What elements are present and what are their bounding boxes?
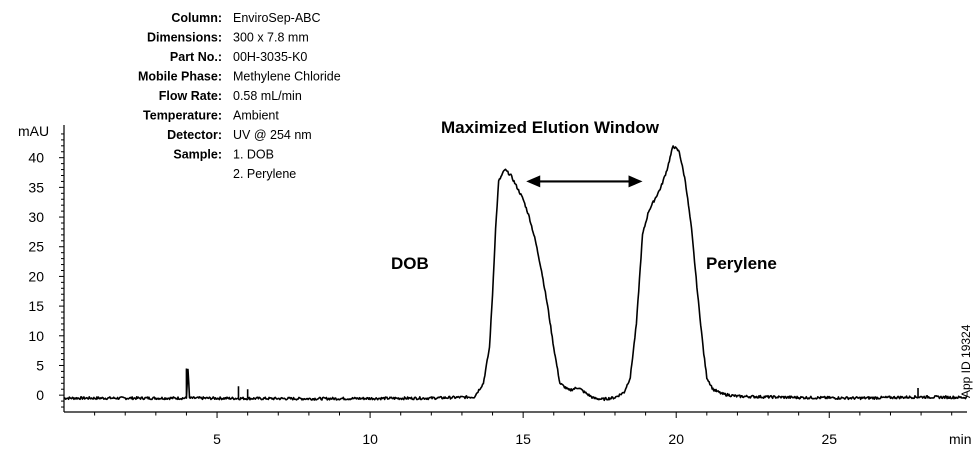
y-tick-label: 30 [28,209,44,225]
x-tick-label: 15 [515,431,531,447]
info-key: Sample: [173,148,222,162]
info-key: Flow Rate: [159,89,222,103]
peak-label-perylene: Perylene [706,254,777,273]
y-tick-label: 40 [28,150,44,166]
info-value: 0.58 mL/min [233,89,302,103]
y-tick-label: 35 [28,179,44,195]
x-tick-label: 10 [362,431,378,447]
info-key: Detector: [167,128,222,142]
y-tick-label: 15 [28,298,44,314]
info-value: EnviroSep-ABC [233,11,321,25]
info-value: 00H-3035-K0 [233,50,307,64]
y-axis-title: mAU [18,123,49,139]
info-value: 2. Perylene [233,167,296,181]
info-key: Column: [171,11,222,25]
info-value: 300 x 7.8 mm [233,31,309,45]
y-tick-label: 20 [28,268,44,284]
chromatogram-trace [63,145,968,402]
y-tick-label: 25 [28,239,44,255]
app-id-label: App ID 19324 [959,324,973,398]
y-tick-label: 0 [36,387,44,403]
elution-window-arrow [526,175,643,188]
x-axis: 5 10 15 20 25 [64,411,967,447]
x-tick-label: 20 [668,431,684,447]
method-info-block: Column: EnviroSep-ABC Dimensions: 300 x 7.8… [138,11,341,181]
info-value: Ambient [233,109,279,123]
arrow-head-right [628,175,643,188]
info-key: Part No.: [170,50,222,64]
y-tick-label: 10 [28,328,44,344]
info-value: Methylene Chloride [233,70,341,84]
info-key: Temperature: [143,109,222,123]
y-tick-label: 5 [36,357,44,373]
x-axis-title: min [949,431,972,447]
arrow-head-left [526,175,541,188]
elution-window-label: Maximized Elution Window [441,118,660,137]
info-key: Dimensions: [147,31,222,45]
y-axis: 0 5 10 15 20 25 30 35 40 [28,125,65,412]
x-tick-label: 5 [213,431,221,447]
info-key: Mobile Phase: [138,70,222,84]
x-tick-label: 25 [821,431,837,447]
peak-label-dob: DOB [391,254,429,273]
info-value: 1. DOB [233,148,274,162]
info-value: UV @ 254 nm [233,128,312,142]
